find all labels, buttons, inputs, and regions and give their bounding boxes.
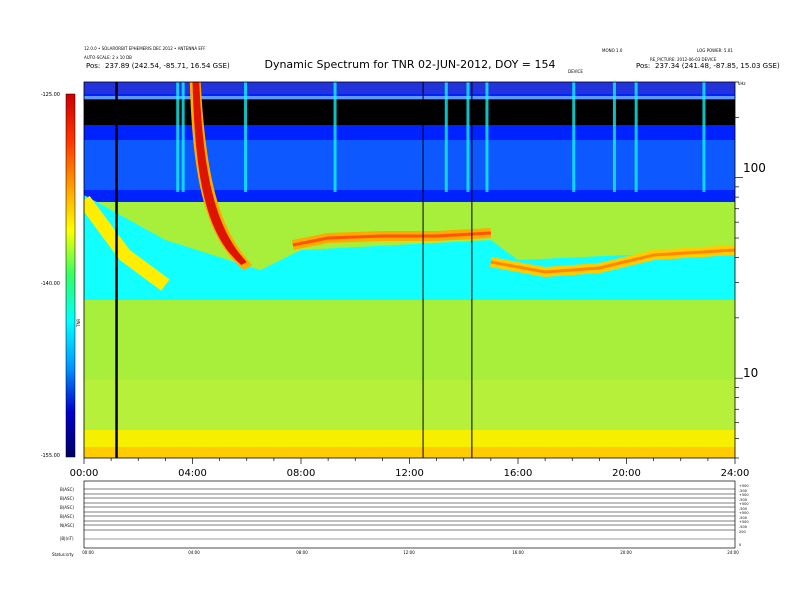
header-right-line2: RE_PICTURE: 2012-06-03 DEVICE xyxy=(650,57,717,62)
lower-row-label: B(ASC) xyxy=(60,496,74,501)
lower-row-label: |B|(nT) xyxy=(60,536,74,541)
lower-row-label: B(ASC) xyxy=(60,505,74,510)
frequency-axis xyxy=(735,81,743,459)
lower-right-label: -500 xyxy=(739,507,747,511)
spectrum-streak xyxy=(634,82,638,192)
chart-title: Dynamic Spectrum for TNR 02-JUN-2012, DO… xyxy=(264,58,556,71)
lower-right-label: +500 xyxy=(739,493,749,497)
time-tick-label: 08:00 xyxy=(287,468,316,479)
header-left-pos-value: 237.89 (242.54, -85.71, 16.54 GSE) xyxy=(105,62,230,70)
lower-row-label: B(ASC) xyxy=(60,514,74,519)
plasma-line xyxy=(292,231,491,247)
lower-time-tick: 00:00 xyxy=(82,550,94,555)
spectrum-cyan-stripe xyxy=(84,96,735,99)
spectrum-streak xyxy=(333,82,337,192)
spectrum-streak xyxy=(612,82,616,192)
header-left-pos-label: Pos: xyxy=(86,62,101,70)
lower-time-tick: 24:00 xyxy=(727,550,739,555)
lower-right-label: 200 xyxy=(739,530,746,534)
lower-time-tick: 04:00 xyxy=(188,550,200,555)
header-right-pos-label: Pos: xyxy=(636,62,651,70)
early-yellow-feature xyxy=(84,195,170,291)
spectrum-yellow-green xyxy=(84,380,735,430)
type-iii-burst xyxy=(192,82,247,265)
spectrum-bottom-band xyxy=(84,447,735,458)
header-right-line1b: LOG POWER: 5.01 xyxy=(697,48,733,53)
colorbar-tick-label: -140.00 xyxy=(41,281,60,287)
spectrum-mid-blue xyxy=(84,140,735,190)
header-left-line2: AUTO-SCALE: 2 x 10 DB xyxy=(84,55,132,60)
colorbar-tick-label: -125.00 xyxy=(41,92,60,98)
lower-footer-label: Status: xyxy=(52,552,66,557)
time-tick-label: 00:00 xyxy=(70,468,99,479)
lower-right-label: 0 xyxy=(739,543,741,547)
time-tick-label: 16:00 xyxy=(504,468,533,479)
colorbar-axis-label: TNR xyxy=(76,319,81,328)
header-right-corner: kHz xyxy=(738,81,746,86)
lower-panel-rows xyxy=(84,488,735,540)
header-right-pos-value: 237.34 (241.48, -87.85, 15.03 GSE) xyxy=(655,62,780,70)
time-axis xyxy=(83,458,736,464)
freq-tick-label: 100 xyxy=(743,161,766,175)
lower-right-label: -500 xyxy=(739,516,747,520)
plasma-line xyxy=(490,248,735,274)
marker-lines xyxy=(115,82,473,458)
spectrum-streak xyxy=(176,82,180,192)
lower-panel-frame xyxy=(83,480,736,549)
spectrum-cyan-region xyxy=(84,195,735,310)
lower-right-label: +500 xyxy=(739,502,749,506)
lower-right-label: -500 xyxy=(739,498,747,502)
lower-right-label: +500 xyxy=(739,484,749,488)
spectrum-streak xyxy=(244,82,248,192)
colorbar-tick-label: -155.00 xyxy=(41,453,60,459)
time-tick-label: 24:00 xyxy=(721,468,750,479)
spectrum-streak xyxy=(572,82,576,192)
time-tick-label: 12:00 xyxy=(395,468,424,479)
spectrum-streak xyxy=(485,82,489,192)
lower-time-tick: 16:00 xyxy=(512,550,524,555)
time-tick-label: 04:00 xyxy=(178,468,207,479)
lower-row-label: N(ASC) xyxy=(60,523,75,528)
spectrogram xyxy=(84,82,735,458)
spectrum-streak xyxy=(444,82,448,192)
spectrum-streak xyxy=(181,82,185,192)
header-left-line1: 12.0.0 • SOLARORBIT EPHEMERIS DEC 2012 •… xyxy=(84,46,206,51)
spectrum-streak xyxy=(466,82,470,192)
lower-row-label: B(ASC) xyxy=(60,487,74,492)
header-device-tag: DEVICE xyxy=(568,69,583,74)
lower-time-tick: 08:00 xyxy=(296,550,308,555)
lower-right-label: -500 xyxy=(739,525,747,529)
lower-right-label: +500 xyxy=(739,520,749,524)
freq-tick-label: 10 xyxy=(743,366,758,380)
lower-time-tick: 12:00 xyxy=(403,550,415,555)
lower-right-label: -500 xyxy=(739,489,747,493)
colorbar xyxy=(65,93,76,458)
time-tick-label: 20:00 xyxy=(612,468,641,479)
header-right-line1a: MONO 1.0 xyxy=(602,48,623,53)
lower-time-tick: 20:00 xyxy=(620,550,632,555)
lower-footer-label: srty xyxy=(66,552,74,557)
lower-right-label: +500 xyxy=(739,511,749,515)
spectrum-streak xyxy=(702,82,706,192)
